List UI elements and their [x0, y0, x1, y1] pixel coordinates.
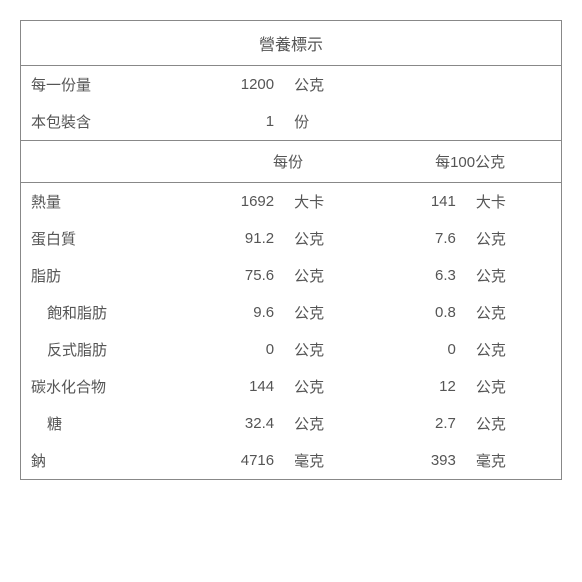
serving-size-row: 每一份量 1200 公克 [21, 66, 562, 104]
nutrient-label: 鈉 [21, 442, 197, 480]
table-row: 鈉4716毫克393毫克 [21, 442, 562, 480]
per-serving-unit: 公克 [284, 257, 379, 294]
serving-size-value: 1200 [197, 66, 284, 104]
per-serving-unit: 公克 [284, 368, 379, 405]
col-header-per-serving: 每份 [197, 141, 379, 183]
per-serving-value: 9.6 [197, 294, 284, 331]
nutrition-rows: 熱量1692大卡141大卡蛋白質91.2公克7.6公克脂肪75.6公克6.3公克… [21, 183, 562, 480]
per-serving-unit: 公克 [284, 220, 379, 257]
nutrient-label: 熱量 [21, 183, 197, 221]
nutrient-label: 蛋白質 [21, 220, 197, 257]
servings-per-label: 本包裝含 [21, 103, 197, 141]
nutrient-label: 反式脂肪 [21, 331, 197, 368]
per-100g-unit: 公克 [466, 257, 562, 294]
per-serving-value: 4716 [197, 442, 284, 480]
per-serving-value: 1692 [197, 183, 284, 221]
nutrient-label: 飽和脂肪 [21, 294, 197, 331]
per-serving-value: 0 [197, 331, 284, 368]
per-100g-unit: 公克 [466, 405, 562, 442]
nutrient-label: 糖 [21, 405, 197, 442]
per-serving-value: 91.2 [197, 220, 284, 257]
serving-size-label: 每一份量 [21, 66, 197, 104]
table-title: 營養標示 [21, 21, 562, 66]
table-row: 熱量1692大卡141大卡 [21, 183, 562, 221]
table-row: 飽和脂肪9.6公克0.8公克 [21, 294, 562, 331]
servings-per-value: 1 [197, 103, 284, 141]
per-100g-unit: 公克 [466, 331, 562, 368]
nutrition-facts-table: 營養標示 每一份量 1200 公克 本包裝含 1 份 每份 每100公克 熱量1… [20, 20, 562, 480]
nutrient-label: 碳水化合物 [21, 368, 197, 405]
col-header-per-100g: 每100公克 [379, 141, 561, 183]
per-100g-value: 2.7 [379, 405, 466, 442]
serving-size-unit: 公克 [284, 66, 379, 104]
table-title-row: 營養標示 [21, 21, 562, 66]
per-serving-unit: 公克 [284, 294, 379, 331]
servings-per-row: 本包裝含 1 份 [21, 103, 562, 141]
nutrient-label: 脂肪 [21, 257, 197, 294]
per-100g-unit: 大卡 [466, 183, 562, 221]
per-100g-value: 7.6 [379, 220, 466, 257]
per-100g-value: 393 [379, 442, 466, 480]
per-serving-value: 75.6 [197, 257, 284, 294]
per-100g-unit: 公克 [466, 220, 562, 257]
per-serving-unit: 毫克 [284, 442, 379, 480]
per-100g-value: 141 [379, 183, 466, 221]
per-serving-unit: 公克 [284, 405, 379, 442]
per-serving-unit: 大卡 [284, 183, 379, 221]
per-100g-unit: 公克 [466, 294, 562, 331]
per-100g-unit: 公克 [466, 368, 562, 405]
per-serving-unit: 公克 [284, 331, 379, 368]
per-serving-value: 144 [197, 368, 284, 405]
table-row: 糖32.4公克2.7公克 [21, 405, 562, 442]
per-100g-unit: 毫克 [466, 442, 562, 480]
per-serving-value: 32.4 [197, 405, 284, 442]
table-row: 碳水化合物144公克12公克 [21, 368, 562, 405]
per-100g-value: 0 [379, 331, 466, 368]
per-100g-value: 12 [379, 368, 466, 405]
table-row: 脂肪75.6公克6.3公克 [21, 257, 562, 294]
table-row: 蛋白質91.2公克7.6公克 [21, 220, 562, 257]
per-100g-value: 0.8 [379, 294, 466, 331]
servings-per-unit: 份 [284, 103, 379, 141]
per-100g-value: 6.3 [379, 257, 466, 294]
table-row: 反式脂肪0公克0公克 [21, 331, 562, 368]
column-header-row: 每份 每100公克 [21, 141, 562, 183]
